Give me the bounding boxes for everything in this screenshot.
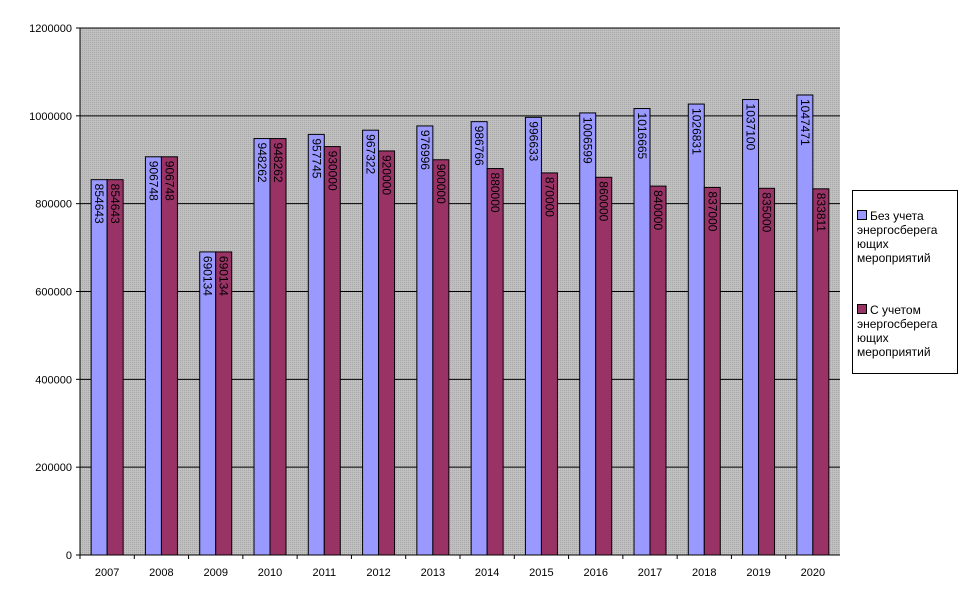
x-tick-label: 2011 [312,567,336,579]
bar-without-measures [90,179,108,556]
bar-with-measures [323,146,341,556]
bar-without-measures [796,94,814,556]
data-label: 906748 [146,161,160,201]
data-label: 986766 [472,126,486,166]
y-tick-label: 600000 [35,287,72,299]
legend-swatch [857,304,867,314]
bar-with-measures [595,176,613,556]
bar-without-measures [579,112,597,556]
data-label: 690134 [201,256,215,296]
y-tick-label: 800000 [35,199,72,211]
bar-with-measures [703,186,721,556]
bar-with-measures [649,185,667,556]
data-label: 906748 [162,161,176,201]
data-label: 900000 [434,164,448,204]
bar-with-measures [378,150,396,556]
bar-with-measures [269,138,287,556]
bar-with-measures [160,156,178,556]
data-label: 880000 [488,173,502,213]
x-tick-label: 2009 [203,567,227,579]
x-tick-label: 2015 [529,567,553,579]
x-tick-label: 2020 [801,567,825,579]
x-tick-label: 2016 [583,567,607,579]
y-tick-label: 0 [66,550,72,562]
x-tick-label: 2013 [421,567,445,579]
bar-without-measures [524,116,542,556]
bar-with-measures [106,179,124,556]
data-label: 690134 [217,256,231,296]
data-label: 920000 [380,155,394,195]
data-label: 854643 [108,184,122,224]
bar-without-measures [253,138,271,556]
x-tick-label: 2010 [258,567,282,579]
data-label: 996633 [526,121,540,161]
data-label: 967322 [364,134,378,174]
data-label: 835000 [760,192,774,232]
y-tick-label: 400000 [35,374,72,386]
bar-without-measures [144,156,162,556]
x-tick-label: 2017 [638,567,662,579]
bar-without-measures [416,125,434,556]
data-label: 1037100 [744,104,758,151]
data-label: 976996 [418,130,432,170]
data-label: 1047471 [798,99,812,146]
x-tick-label: 2012 [366,567,390,579]
bar-without-measures [633,108,651,556]
data-label: 837000 [705,191,719,231]
bar-with-measures [540,172,558,556]
y-tick-label: 200000 [35,462,72,474]
bar-without-measures [362,129,380,556]
data-label: 840000 [651,190,665,230]
data-label: 957745 [309,138,323,178]
y-tick-label: 1200000 [29,23,72,35]
bar-with-measures [432,159,450,556]
data-label: 854643 [92,184,106,224]
data-label: 948262 [271,143,285,183]
data-label: 948262 [255,143,269,183]
x-tick-label: 2008 [149,567,173,579]
data-label: 930000 [325,151,339,191]
x-tick-label: 2019 [746,567,770,579]
data-label: 870000 [542,177,556,217]
legend-label: Без учета энергосберега ющих мероприятий [857,209,938,265]
data-label: 1016665 [635,113,649,160]
bar-without-measures [687,103,705,556]
bar-with-measures [758,187,776,556]
bar-with-measures [215,251,233,556]
bar-without-measures [307,133,325,556]
y-tick-label: 1000000 [29,111,72,123]
x-tick-label: 2018 [692,567,716,579]
bar-with-measures [486,168,504,556]
legend-item-without-measures: Без учета энергосберега ющих мероприятий [857,209,957,265]
data-label: 1006599 [581,117,595,164]
data-label: 860000 [597,181,611,221]
bar-with-measures [812,188,830,556]
legend-label: С учетом энергосберега ющих мероприятий [857,303,938,359]
x-tick-label: 2014 [475,567,499,579]
legend: Без учета энергосберега ющих мероприятий… [852,190,958,374]
data-label: 1026831 [689,108,703,155]
bar-without-measures [470,121,488,556]
bar-without-measures [742,99,760,556]
legend-swatch [857,210,867,220]
legend-item-with-measures: С учетом энергосберега ющих мероприятий [857,303,957,359]
bar-without-measures [199,251,217,556]
data-label: 833811 [814,193,828,232]
x-tick-label: 2007 [95,567,119,579]
